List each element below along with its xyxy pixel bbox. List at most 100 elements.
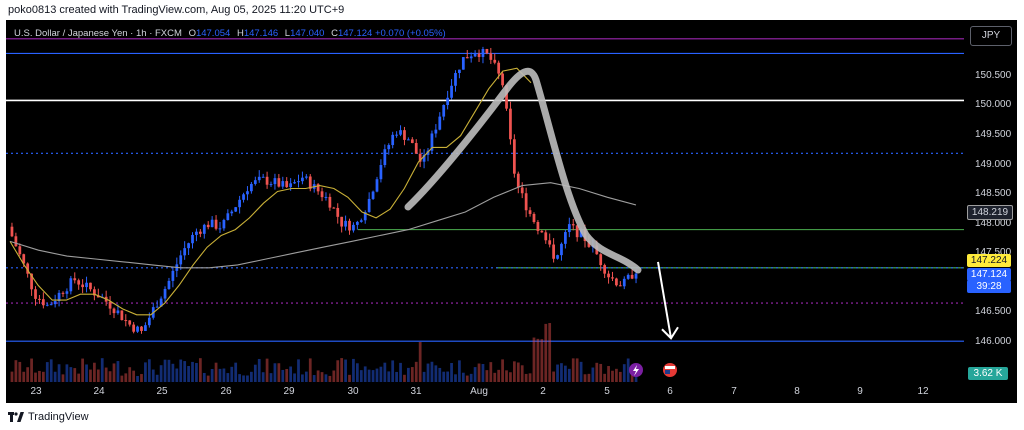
time-label: 7	[731, 386, 737, 397]
last-price-badge: 147.124	[967, 268, 1011, 281]
volume-bar	[477, 363, 481, 382]
price-label: 146.500	[975, 306, 1012, 317]
candle-body	[316, 184, 320, 192]
candle-body	[273, 178, 277, 185]
symbol-name: U.S. Dollar / Japanese Yen · 1h · FXCM	[14, 28, 182, 39]
volume-bar	[336, 360, 340, 382]
forecast-arrow-head	[661, 326, 679, 340]
candle-body	[65, 291, 69, 294]
candle-body	[124, 320, 128, 322]
volume-bar	[355, 363, 359, 382]
volume-bar	[383, 362, 387, 382]
candle-body	[108, 301, 112, 309]
us-flag-event-icon	[665, 366, 675, 369]
price-chart[interactable]	[6, 20, 1017, 403]
candle-body	[532, 213, 536, 223]
volume-bar	[198, 358, 202, 382]
volume-bar	[579, 361, 583, 382]
candle-body	[171, 270, 175, 281]
candle-body	[599, 254, 603, 266]
volume-bar	[571, 358, 575, 382]
candle-body	[438, 116, 442, 130]
volume-bar	[285, 368, 289, 382]
candle-body	[257, 176, 261, 181]
candle-body	[289, 183, 293, 188]
candle-body	[626, 274, 630, 279]
time-label: 23	[30, 386, 42, 397]
volume-bar	[159, 365, 163, 382]
candle-body	[128, 320, 132, 325]
volume-bar	[132, 370, 136, 382]
candle-body	[69, 278, 73, 292]
volume-bar	[104, 367, 108, 382]
volume-bar	[108, 371, 112, 382]
candle-body	[567, 224, 571, 233]
volume-bar	[450, 362, 453, 382]
volume-bar	[434, 365, 438, 382]
price-label: 149.500	[975, 129, 1012, 140]
volume-bar	[340, 358, 344, 382]
candle-body	[253, 180, 257, 184]
volume-bar	[308, 358, 312, 382]
candle-body	[469, 56, 473, 59]
tradingview-brand-text: TradingView	[28, 411, 89, 423]
volume-bar	[575, 358, 579, 382]
currency-button[interactable]: JPY	[970, 26, 1012, 46]
forecast-arrow-line	[657, 261, 672, 339]
price-label: 150.500	[975, 70, 1012, 81]
candle-body	[96, 295, 100, 298]
candle-body	[230, 211, 234, 214]
candle-body	[458, 69, 461, 73]
candle-body	[493, 59, 497, 63]
candle-body	[218, 228, 222, 230]
candle-body	[383, 149, 387, 166]
volume-bar	[595, 362, 599, 382]
candle-body	[18, 246, 22, 255]
volume-bar	[289, 366, 293, 382]
candle-body	[324, 196, 328, 198]
volume-bar	[100, 358, 104, 382]
volume-bar	[171, 363, 175, 382]
volume-bar	[509, 372, 512, 382]
moving-averages	[9, 67, 637, 316]
candle-body	[246, 191, 249, 195]
candle-body	[269, 184, 273, 186]
candle-body	[198, 231, 202, 234]
candle-body	[308, 176, 312, 189]
volume-bar	[253, 364, 257, 382]
candle-body	[293, 182, 296, 184]
time-label: 30	[347, 386, 359, 397]
candle-body	[403, 130, 406, 140]
candle-body	[265, 176, 269, 185]
volume-bar	[265, 358, 269, 382]
volume-bar	[611, 370, 614, 382]
volume-bar	[524, 373, 528, 382]
volume-bar	[140, 374, 143, 382]
volume-bar	[175, 368, 179, 382]
candle-body	[73, 278, 77, 281]
volume-bar	[136, 375, 139, 382]
volume-bar	[481, 364, 485, 382]
candle-body	[250, 183, 253, 192]
volume-bar	[191, 361, 194, 382]
candle-body	[147, 317, 151, 326]
volume-bar	[505, 370, 508, 382]
volume-bar	[391, 360, 395, 382]
volume-bar	[238, 374, 241, 382]
volume-bar	[564, 365, 567, 382]
candle-body	[320, 191, 324, 198]
candle-body	[22, 254, 26, 264]
volume-bar	[430, 361, 434, 382]
volume-bar	[567, 368, 571, 382]
tradingview-footer[interactable]: TradingView	[8, 409, 89, 425]
candle-body	[61, 292, 65, 294]
candle-body	[575, 225, 579, 238]
candle-body	[41, 299, 45, 306]
candle-body	[607, 273, 610, 278]
tradingview-logo-icon	[8, 412, 24, 422]
time-label: 2	[540, 386, 546, 397]
candle-body	[548, 240, 552, 245]
candle-body	[57, 292, 61, 302]
candle-body	[132, 324, 136, 332]
volume-bar	[352, 358, 355, 382]
